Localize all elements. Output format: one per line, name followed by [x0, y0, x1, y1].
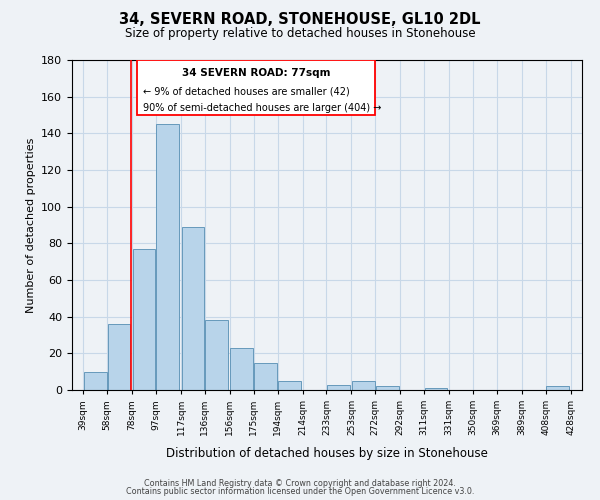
Bar — [230, 348, 253, 390]
Bar — [376, 386, 398, 390]
Bar — [182, 227, 205, 390]
Text: ← 9% of detached houses are smaller (42): ← 9% of detached houses are smaller (42) — [143, 86, 350, 96]
Text: Contains public sector information licensed under the Open Government Licence v3: Contains public sector information licen… — [126, 487, 474, 496]
Bar — [205, 320, 228, 390]
Text: Contains HM Land Registry data © Crown copyright and database right 2024.: Contains HM Land Registry data © Crown c… — [144, 478, 456, 488]
Y-axis label: Number of detached properties: Number of detached properties — [26, 138, 35, 312]
Bar — [352, 381, 375, 390]
Bar — [327, 384, 350, 390]
X-axis label: Distribution of detached houses by size in Stonehouse: Distribution of detached houses by size … — [166, 446, 488, 460]
Text: 90% of semi-detached houses are larger (404) →: 90% of semi-detached houses are larger (… — [143, 102, 382, 113]
Bar — [84, 372, 107, 390]
Bar — [425, 388, 448, 390]
Text: 34 SEVERN ROAD: 77sqm: 34 SEVERN ROAD: 77sqm — [182, 68, 331, 78]
Bar — [137, 60, 375, 115]
Bar — [133, 249, 155, 390]
Bar — [546, 386, 569, 390]
Text: 34, SEVERN ROAD, STONEHOUSE, GL10 2DL: 34, SEVERN ROAD, STONEHOUSE, GL10 2DL — [119, 12, 481, 28]
Text: Size of property relative to detached houses in Stonehouse: Size of property relative to detached ho… — [125, 28, 475, 40]
Bar — [157, 124, 179, 390]
Bar — [107, 324, 130, 390]
Bar — [254, 362, 277, 390]
Bar — [278, 381, 301, 390]
